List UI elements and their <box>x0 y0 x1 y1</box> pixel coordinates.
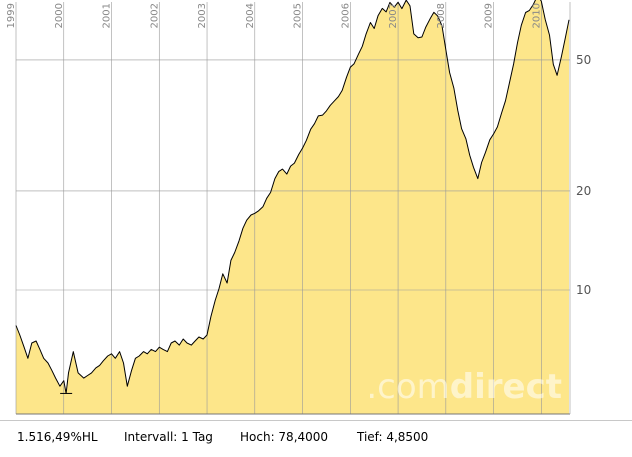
chart-area: .comdirect 1999 2000 2001 2002 2003 2004 2005 20… <box>6 0 591 415</box>
x-tick-label: 2001 <box>102 3 113 28</box>
x-tick-label: 2008 <box>436 3 447 28</box>
x-tick-label: 2000 <box>54 3 65 28</box>
x-tick-label: 2002 <box>149 3 160 28</box>
comdirect-watermark: .comdirect <box>366 367 562 407</box>
x-tick-label: 2010 <box>531 3 542 28</box>
y-tick-label: 20 <box>576 184 591 198</box>
watermark-suffix: direct <box>450 367 562 407</box>
x-tick-label: 2004 <box>245 3 256 28</box>
performance-value: 1.516,49%HL <box>17 430 98 444</box>
price-chart: .comdirect 1999 2000 2001 2002 2003 2004 2005 20… <box>6 0 591 415</box>
x-tick-label: 2005 <box>293 3 304 28</box>
x-tick-label: 2007 <box>388 3 399 28</box>
watermark-prefix: .com <box>366 367 449 407</box>
y-tick-label: 50 <box>576 53 591 67</box>
chart-footer: 1.516,49%HL Intervall: 1 Tag Hoch: 78,40… <box>0 420 632 457</box>
high-value: Hoch: 78,4000 <box>240 430 329 444</box>
interval-label: Intervall: 1 Tag <box>124 430 213 444</box>
series-area <box>16 0 569 414</box>
series-line <box>15 0 570 394</box>
x-tick-label: 1999 <box>6 3 17 28</box>
x-tick-label: 2006 <box>340 3 351 28</box>
x-tick-label: 2003 <box>197 3 208 28</box>
low-value: Tief: 4,8500 <box>357 430 429 444</box>
x-tick-label: 2009 <box>484 3 495 28</box>
y-tick-label: 10 <box>576 283 591 297</box>
